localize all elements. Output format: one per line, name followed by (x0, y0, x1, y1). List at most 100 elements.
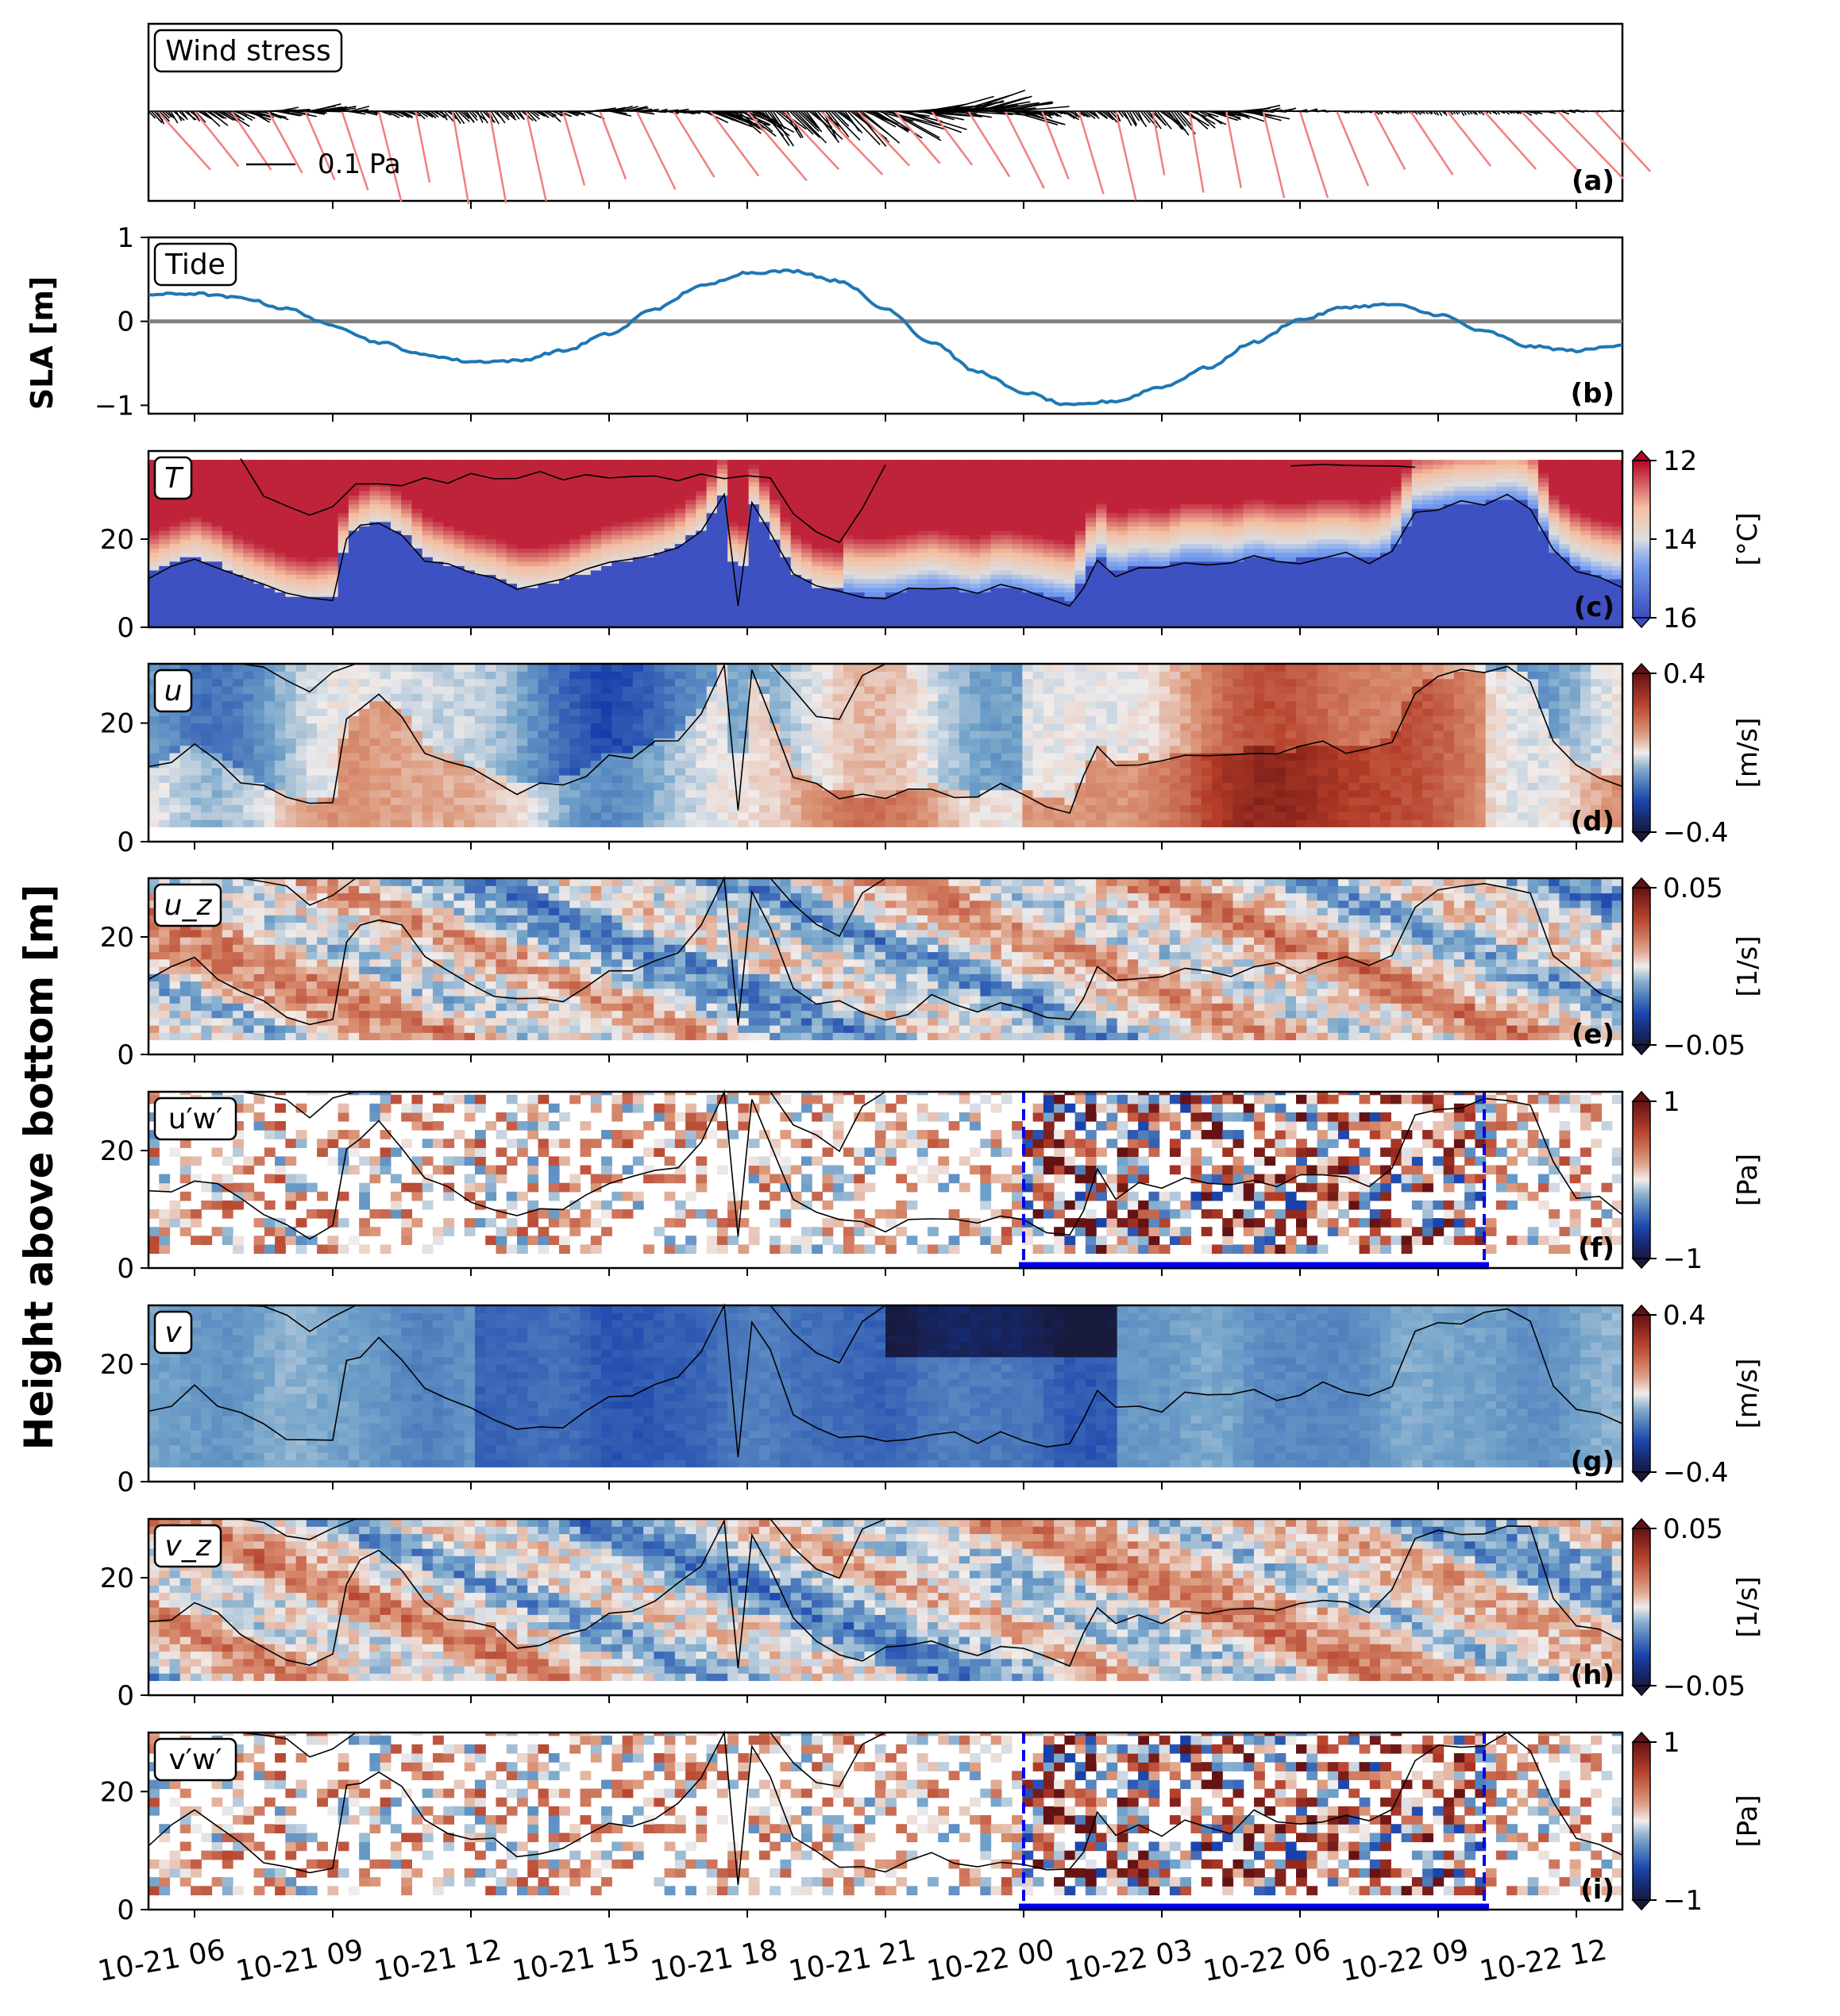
heatmap-cell (790, 578, 802, 584)
heatmap-cell (1138, 557, 1150, 562)
heatmap-cell (748, 605, 760, 611)
heatmap-cell (948, 548, 960, 553)
heatmap-cell (601, 499, 612, 505)
heatmap-cell (843, 477, 854, 483)
heatmap-cell (538, 596, 550, 602)
heatmap-cell (664, 460, 676, 465)
heatmap-cell (1096, 614, 1107, 619)
heatmap-cell (485, 499, 497, 505)
heatmap-cell (580, 618, 592, 624)
heatmap-cell (411, 592, 423, 597)
heatmap-cell (1190, 477, 1202, 483)
heatmap-cell (338, 596, 349, 602)
heatmap-cell (716, 490, 728, 496)
heatmap-cell (506, 618, 518, 624)
heatmap-cell (295, 526, 307, 531)
heatmap-cell (980, 526, 992, 531)
heatmap-cell (1222, 472, 1234, 478)
heatmap-cell (1254, 499, 1265, 505)
heatmap-cell (1327, 600, 1339, 606)
heatmap-cell (243, 561, 255, 566)
heatmap-cell (906, 472, 918, 478)
heatmap-cell (822, 503, 834, 509)
heatmap-cell (295, 486, 307, 491)
wind-stick (549, 110, 561, 122)
heatmap-cell (1327, 517, 1339, 522)
heatmap-cell (812, 517, 824, 522)
heatmap-cell (338, 614, 349, 619)
heatmap-cell (770, 583, 781, 588)
heatmap-cell (1096, 609, 1107, 615)
heatmap-cell (1232, 596, 1244, 602)
heatmap-cell (812, 592, 824, 597)
heatmap-cell (222, 609, 233, 615)
heatmap-cell (800, 588, 812, 593)
heatmap-cell (1317, 578, 1329, 584)
heatmap-cell (896, 552, 908, 557)
heatmap-cell (896, 583, 908, 588)
heatmap-cell (706, 600, 718, 606)
wind-stick (471, 110, 478, 118)
heatmap-cell (1222, 600, 1234, 606)
heatmap-cell (843, 503, 854, 509)
heatmap-cell (359, 539, 370, 545)
heatmap-cell (317, 600, 328, 606)
heatmap-cell (443, 508, 455, 514)
heatmap-cell (1222, 460, 1234, 465)
heatmap-cell (1180, 618, 1192, 624)
heatmap-cell (1117, 596, 1128, 602)
heatmap-cell (1169, 460, 1181, 465)
heatmap-cell (1306, 530, 1318, 536)
heatmap-cell (727, 605, 739, 611)
heatmap-cell (169, 588, 181, 593)
heatmap-cell (738, 600, 750, 606)
heatmap-cell (1180, 552, 1192, 557)
heatmap-cell (569, 508, 581, 514)
heatmap-cell (611, 486, 623, 491)
heatmap-cell (179, 583, 191, 588)
heatmap-cell (664, 614, 676, 619)
heatmap-cell (1096, 605, 1107, 611)
heatmap-cell (770, 614, 781, 619)
heatmap-cell (295, 534, 307, 540)
heatmap-cell (706, 583, 718, 588)
heatmap-cell (928, 614, 939, 619)
heatmap-cell (317, 460, 328, 465)
heatmap-cell (253, 508, 265, 514)
heatmap-cell (938, 565, 950, 571)
heatmap-cell (812, 495, 824, 500)
heatmap-cell (1190, 464, 1202, 469)
heatmap-cell (590, 583, 602, 588)
heatmap-cell (369, 512, 381, 518)
heatmap-cell (632, 486, 644, 491)
heatmap-cell (401, 561, 413, 566)
heatmap-cell (1275, 552, 1286, 557)
heatmap-cell (664, 503, 676, 509)
heatmap-cell (1211, 472, 1223, 478)
heatmap-cell (432, 557, 444, 562)
heatmap-cell (211, 605, 223, 611)
heatmap-cell (938, 481, 950, 487)
heatmap-cell (643, 592, 654, 597)
heatmap-cell (211, 526, 223, 531)
heatmap-cell (1117, 605, 1128, 611)
heatmap-cell (233, 557, 244, 562)
heatmap-cell (327, 495, 339, 500)
heatmap-cell (149, 526, 160, 531)
heatmap-cell (874, 588, 886, 593)
heatmap-cell (390, 596, 402, 602)
heatmap-cell (980, 534, 992, 540)
wind-stick (512, 110, 520, 120)
heatmap-cell (401, 583, 413, 588)
heatmap-cell (359, 588, 370, 593)
heatmap-cell (538, 521, 550, 526)
heatmap-cell (1127, 468, 1139, 474)
heatmap-cell (1085, 521, 1097, 526)
heatmap-cell (790, 588, 802, 593)
heatmap-cell (1085, 596, 1097, 602)
heatmap-cell (359, 569, 370, 575)
heatmap-cell (538, 618, 550, 624)
heatmap-cell (1127, 486, 1139, 491)
heatmap-cell (1001, 552, 1013, 557)
heatmap-cell (1001, 464, 1013, 469)
